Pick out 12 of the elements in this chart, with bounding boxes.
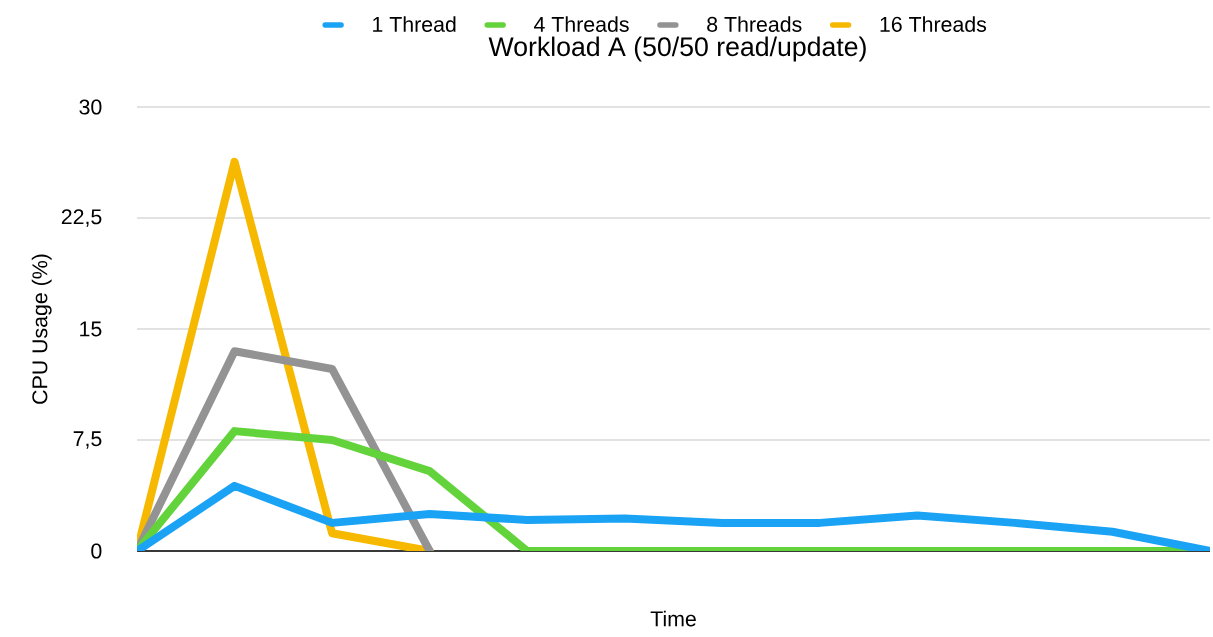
y-tick-label: 30 (79, 99, 102, 115)
y-tick-label: 0 (91, 543, 102, 559)
y-tick-label: 22,5 (61, 209, 102, 227)
y-axis-title: CPU Usage (%) (31, 254, 52, 404)
y-tick-label: 7,5 (73, 431, 102, 449)
legend-label: 16 Threads (880, 16, 987, 32)
legend-label: 8 Threads (707, 16, 802, 32)
chart-title: Workload A (50/50 read/update) (488, 36, 866, 62)
y-tick-label: 15 (80, 321, 102, 337)
x-axis-title: Time (650, 610, 696, 627)
legend-label: 1 Thread (373, 16, 456, 32)
legend-label: 4 Threads (534, 16, 629, 32)
